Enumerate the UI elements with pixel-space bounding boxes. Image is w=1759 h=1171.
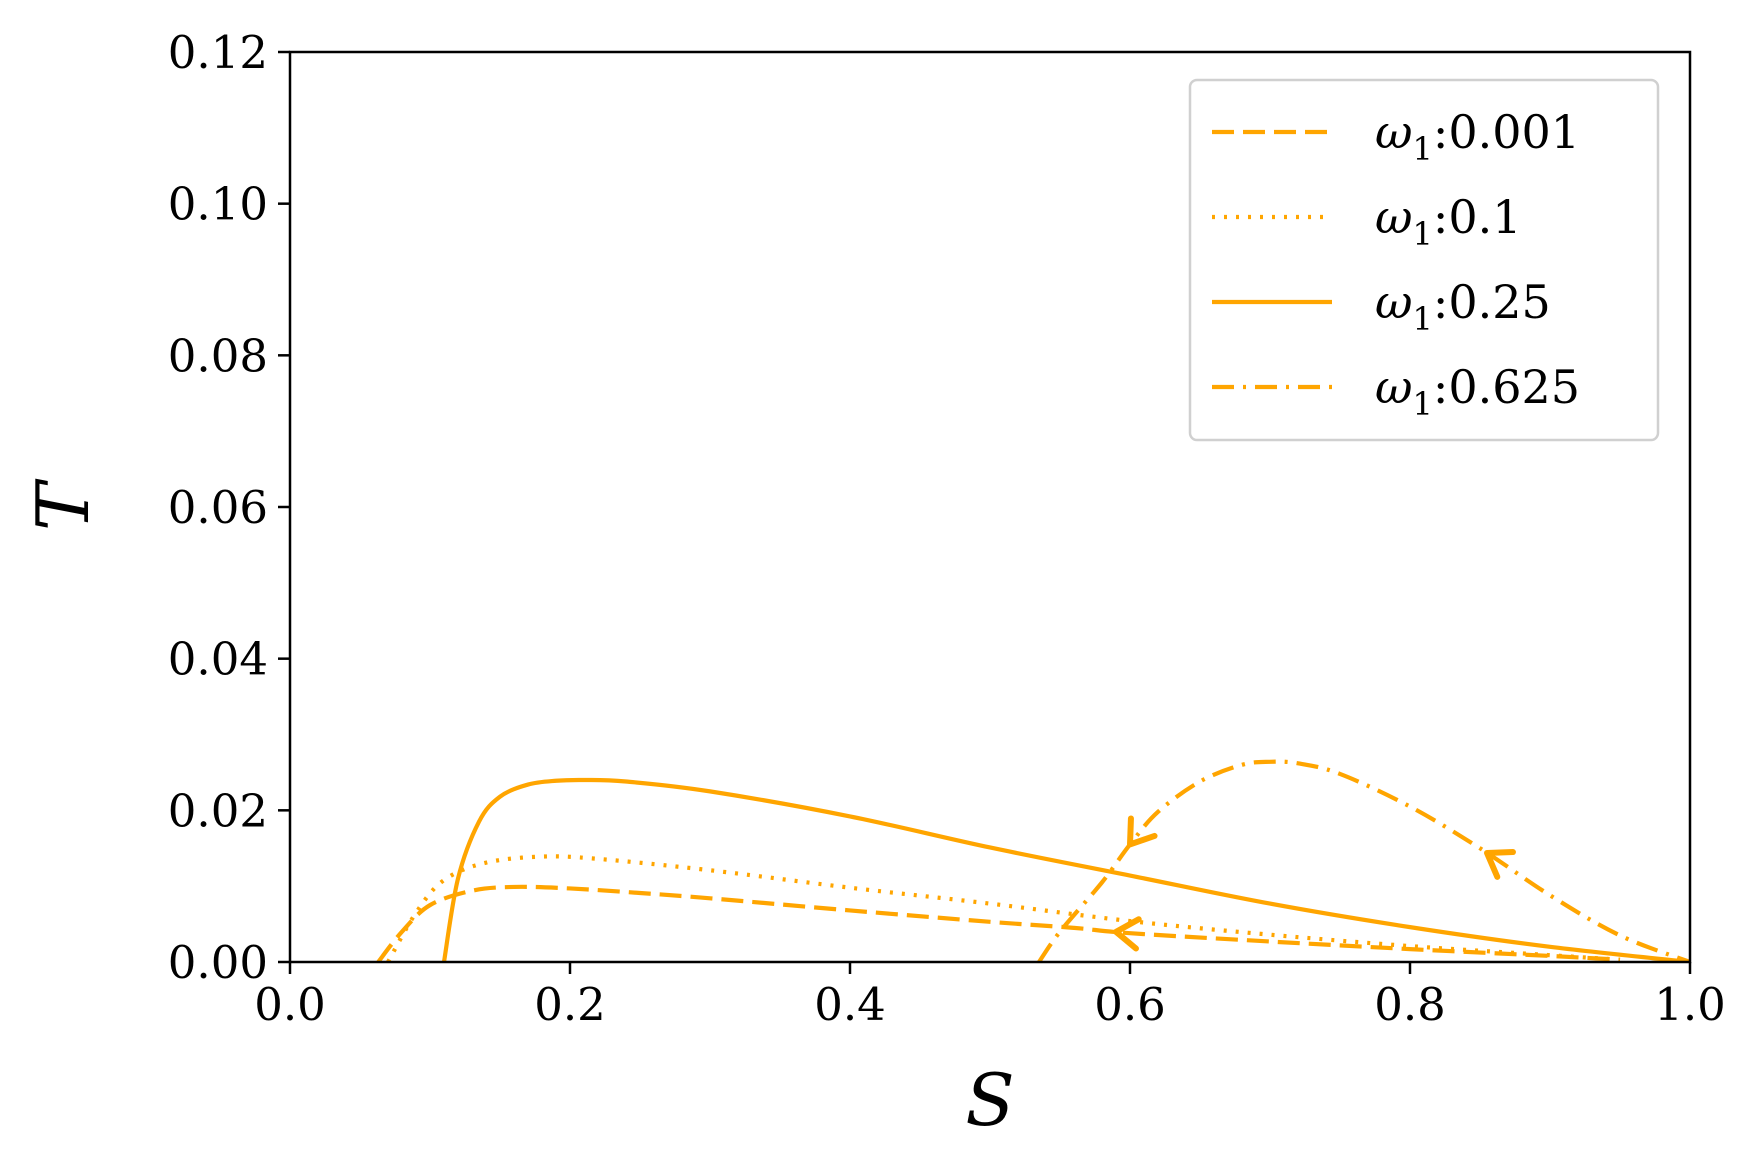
y-axis-ticks: 0.00 0.02 0.04 0.06 0.08 0.10 0.12 — [168, 26, 290, 989]
legend-label: ω1:0.001 — [1375, 105, 1580, 168]
legend-label: ω1:0.625 — [1375, 360, 1580, 423]
x-tick-label: 0.2 — [534, 978, 606, 1031]
series-layer — [376, 759, 1690, 962]
x-tick-label: 0.8 — [1374, 978, 1446, 1031]
legend-label: ω1:0.1 — [1375, 190, 1522, 253]
legend-value: :0.1 — [1433, 190, 1522, 244]
y-tick-label: 0.04 — [168, 633, 268, 686]
legend-subscript: 1 — [1413, 385, 1433, 423]
legend-symbol: ω — [1375, 275, 1413, 329]
y-tick-label: 0.08 — [168, 329, 268, 382]
legend-value: :0.25 — [1433, 275, 1551, 329]
legend-symbol: ω — [1375, 190, 1413, 244]
series-line-2 — [441, 777, 1690, 962]
y-tick-label: 0.02 — [168, 784, 268, 837]
x-tick-label: 0.0 — [254, 978, 326, 1031]
x-axis-title: S — [965, 1058, 1014, 1142]
legend-label: ω1:0.25 — [1375, 275, 1551, 338]
legend-subscript: 1 — [1413, 300, 1433, 338]
legend-subscript: 1 — [1413, 215, 1433, 253]
x-tick-label: 0.4 — [814, 978, 886, 1031]
x-tick-label: 0.6 — [1094, 978, 1166, 1031]
legend-box — [1188, 78, 1660, 442]
legend-symbol: ω — [1375, 105, 1413, 159]
legend-item: ω1:0.001 — [1212, 105, 1580, 168]
y-tick-label: 0.12 — [168, 26, 268, 79]
y-axis-title: T — [21, 478, 105, 531]
y-tick-label: 0.10 — [168, 178, 268, 231]
series-arrow-0-0 — [1113, 916, 1142, 952]
series-line-3 — [1037, 759, 1690, 962]
x-tick-label: 1.0 — [1654, 978, 1726, 1031]
series-line-0 — [376, 884, 1621, 962]
y-tick-label: 0.00 — [168, 936, 268, 989]
legend-item: ω1:0.1 — [1212, 190, 1522, 253]
legend-subscript: 1 — [1413, 130, 1433, 168]
series-line-1 — [386, 854, 1621, 962]
legend-item: ω1:0.25 — [1212, 275, 1551, 338]
legend-item: ω1:0.625 — [1212, 360, 1580, 423]
legend-value: :0.001 — [1433, 105, 1580, 159]
legend-symbol: ω — [1375, 360, 1413, 414]
series-arrow-3-1 — [1127, 815, 1158, 848]
legend-value: :0.625 — [1433, 360, 1580, 414]
x-axis-ticks: 0.0 0.2 0.4 0.6 0.8 1.0 — [254, 962, 1726, 1031]
y-tick-label: 0.06 — [168, 481, 268, 534]
series-arrow-3-0 — [1484, 849, 1516, 880]
